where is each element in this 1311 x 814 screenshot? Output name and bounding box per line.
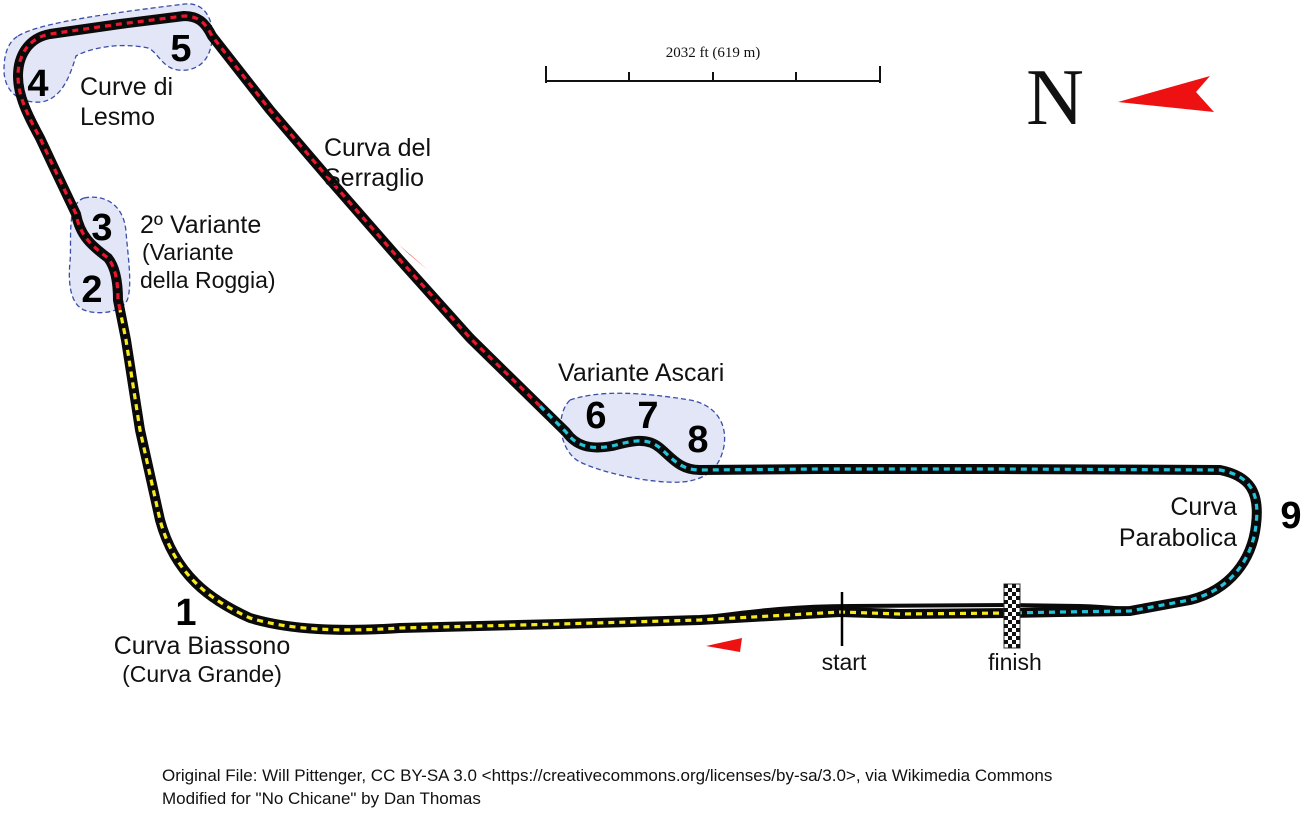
finish-flag-square [1004,624,1008,628]
finish-flag [1003,583,1021,649]
biassono-label-line1: Curva Biassono [114,632,290,660]
attribution: Original File: Will Pittenger, CC BY-SA … [162,766,1052,808]
finish-label: finish [988,649,1042,675]
corner-number-9: 9 [1280,495,1301,537]
biassono-label-line2: (Curva Grande) [122,661,282,687]
finish-flag-square [1004,584,1008,588]
finish-flag-square [1012,632,1016,636]
north-letter: N [1026,54,1084,142]
ascari-label: Variante Ascari [558,359,724,387]
serraglio-label-line1: Curva del [324,134,431,162]
finish-flag-square [1008,604,1012,608]
corner-number-8: 8 [687,419,708,461]
north-arrow [1118,76,1214,112]
variante2-label-line2: (Variante [142,239,234,265]
finish-flag-square [1012,584,1016,588]
attribution-line2: Modified for "No Chicane" by Dan Thomas [162,789,481,808]
corner-number-4: 4 [27,63,48,105]
finish-flag-square [1004,608,1008,612]
pit-lane [698,603,1142,620]
finish-flag-square [1016,636,1020,640]
finish-flag-square [1016,604,1020,608]
corner-number-6: 6 [585,395,606,437]
corner-number-5: 5 [170,28,191,70]
corner-numbers: 1 2 3 4 5 6 7 8 9 [27,28,1301,634]
corner-number-2: 2 [81,269,102,311]
finish-flag-square [1004,616,1008,620]
direction-arrows [398,76,1214,652]
parabolica-label-line2: Parabolica [1119,524,1237,552]
finish-flag-square [1016,620,1020,624]
finish-flag-square [1016,628,1020,632]
finish-flag-square [1008,644,1012,648]
finish-flag-square [1004,600,1008,604]
finish-flag-square [1016,612,1020,616]
scale-label: 2032 ft (619 m) [666,45,761,61]
finish-flag-square [1012,616,1016,620]
variante2-label-line3: della Roggia) [140,267,276,293]
finish-flag-square [1016,588,1020,592]
finish-flag-square [1016,644,1020,648]
parabolica-label-line1: Curva [1170,493,1237,521]
finish-flag-square [1008,612,1012,616]
corner-labels: Curve di Lesmo Curva del Serraglio 2º Va… [80,73,1237,687]
finish-flag-square [1008,628,1012,632]
finish-flag-square [1008,596,1012,600]
finish-flag-square [1012,624,1016,628]
finish-flag-square [1004,592,1008,596]
start-label: start [822,649,867,675]
finish-flag-square [1012,640,1016,644]
attribution-line1: Original File: Will Pittenger, CC BY-SA … [162,766,1052,785]
finish-flag-square [1016,596,1020,600]
lesmo-label-line2: Lesmo [80,103,155,131]
corner-number-1: 1 [175,592,196,634]
start-finish [840,583,1021,649]
corner-number-3: 3 [91,207,112,249]
sector-lines [16,14,1259,632]
direction-arrow-straight [706,638,742,652]
finish-flag-square [1012,600,1016,604]
sector-1-line [118,309,1011,632]
serraglio-label-line2: Serraglio [324,164,424,192]
variante2-label-line1: 2º Variante [140,211,261,239]
corner-number-7: 7 [637,395,658,437]
finish-flag-square [1004,632,1008,636]
finish-flag-square [1012,608,1016,612]
finish-flag-square [1008,620,1012,624]
finish-flag-square [1004,640,1008,644]
finish-flag-square [1012,592,1016,596]
scale-bar [545,66,881,83]
sector-2-line [16,14,542,408]
lesmo-label-line1: Curve di [80,73,173,101]
finish-flag-square [1008,588,1012,592]
direction-arrow-serraglio [398,244,428,270]
finish-flag-square [1008,636,1012,640]
